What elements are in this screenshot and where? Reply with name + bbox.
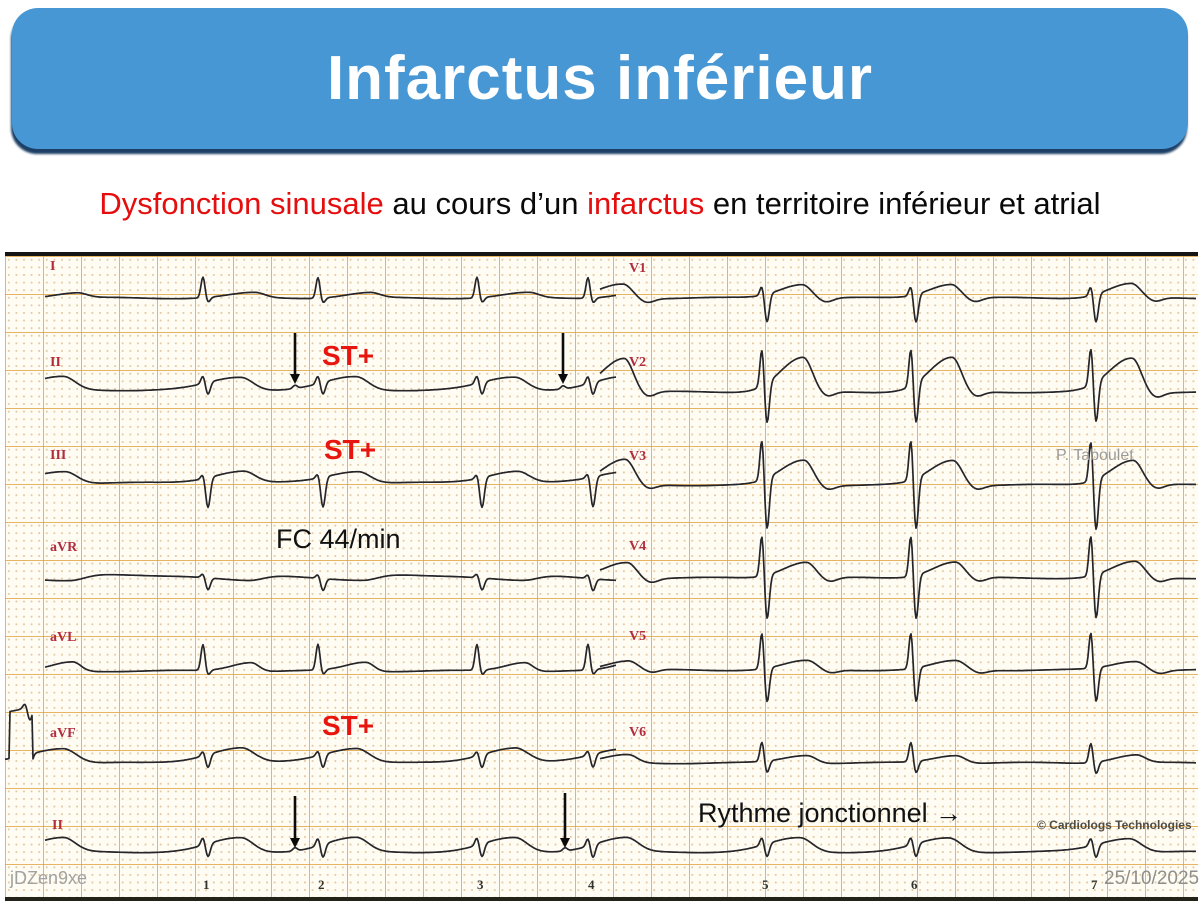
- subtitle-part-0: Dysfonction sinusale: [99, 186, 384, 221]
- ecg-paper: [5, 252, 1198, 901]
- subtitle-part-1: au cours d’un: [383, 186, 588, 221]
- page-title: Infarctus inférieur: [326, 44, 874, 113]
- title-banner: Infarctus inférieur: [12, 8, 1188, 149]
- subtitle-part-2: infarctus: [587, 186, 705, 221]
- subtitle-part-3: en territoire inférieur et atrial: [704, 186, 1101, 221]
- subtitle: Dysfonction sinusale au cours d’un infar…: [0, 186, 1200, 222]
